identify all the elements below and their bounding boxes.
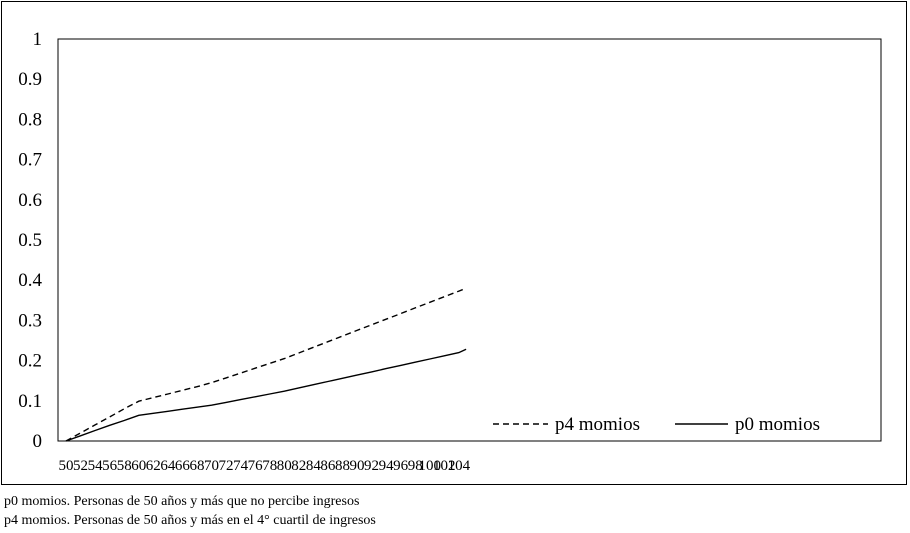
x-tick-label: 62: [146, 458, 161, 474]
x-tick-label: 84: [306, 458, 322, 474]
x-tick-label: 58: [117, 458, 132, 474]
y-tick-label: 0.1: [18, 391, 42, 412]
y-tick-label: 0.4: [18, 270, 42, 291]
x-tick-label: 96: [393, 458, 409, 474]
x-tick-label: 92: [364, 458, 379, 474]
series-line-p0-momios: [65, 348, 467, 442]
x-axis-labels: 50 52 54 56 58 60 62 64 66 68 70 72 74 76 78 80 82 84 86 88…: [59, 458, 471, 474]
series-layer: [65, 287, 467, 442]
y-tick-label: 0.6: [18, 190, 42, 211]
x-tick-label: 52: [73, 458, 88, 474]
x-tick-label: 94: [379, 458, 395, 474]
y-tick-label: 0.2: [18, 351, 42, 372]
y-axis-labels: 0 0.1 0.2 0.3 0.4 0.5 0.6 0.7 0.8 0.9 1: [18, 29, 42, 452]
chart-frame: [1, 1, 907, 485]
x-tick-label: 100: [419, 458, 442, 474]
series-line-p4-momios: [65, 287, 467, 442]
legend-label: p0 momios: [735, 414, 820, 435]
x-tick-label: 80: [277, 458, 292, 474]
x-tick-label: 102: [433, 458, 456, 474]
y-tick-label: 0: [33, 431, 43, 452]
y-tick-label: 0.7: [18, 150, 42, 171]
x-tick-label: 70: [204, 458, 219, 474]
y-tick-label: 1: [33, 29, 43, 50]
legend: p4 momios p0 momios: [493, 414, 820, 435]
x-tick-label: 60: [131, 458, 146, 474]
x-tick-label: 54: [88, 458, 104, 474]
x-tick-label: 98: [408, 458, 423, 474]
x-tick-label: 66: [175, 458, 191, 474]
footnote-p0: p0 momios. Personas de 50 años y más que…: [4, 494, 360, 509]
legend-label: p4 momios: [555, 414, 640, 435]
x-tick-label: 64: [160, 458, 176, 474]
x-tick-label: 82: [291, 458, 306, 474]
x-tick-label: 72: [219, 458, 234, 474]
footnote-p4: p4 momios. Personas de 50 años y más en …: [4, 513, 376, 528]
x-tick-label: 56: [102, 458, 118, 474]
x-tick-label: 90: [350, 458, 365, 474]
x-tick-label: 76: [248, 458, 264, 474]
y-tick-label: 0.5: [18, 230, 42, 251]
x-tick-label: 88: [335, 458, 350, 474]
y-tick-label: 0.3: [18, 310, 42, 331]
y-tick-label: 0.8: [18, 109, 42, 130]
x-tick-label: 74: [233, 458, 249, 474]
x-tick-label: 68: [189, 458, 204, 474]
x-tick-label: 78: [262, 458, 277, 474]
x-tick-label: 86: [320, 458, 336, 474]
x-tick-label: 104: [448, 458, 471, 474]
x-tick-label: 50: [59, 458, 74, 474]
y-tick-label: 0.9: [18, 69, 42, 90]
plot-area: [57, 38, 882, 442]
